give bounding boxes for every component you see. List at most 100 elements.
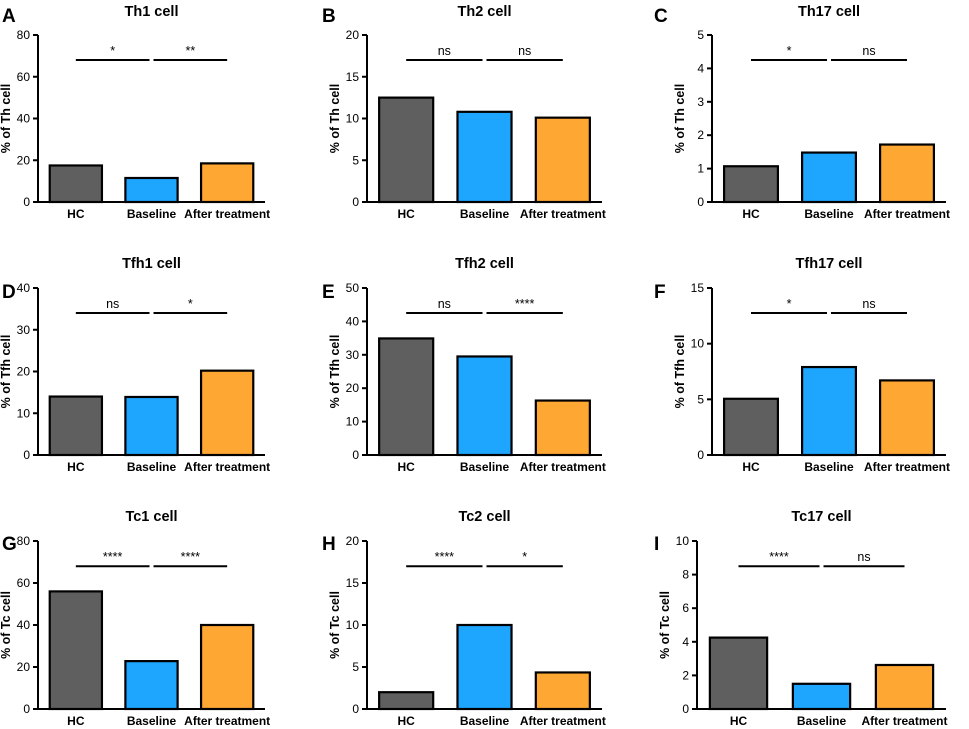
y-axis-label: % of Tc cell [0,591,13,659]
x-tick-label: HC [397,714,415,728]
x-tick-label: Baseline [127,460,177,474]
significance-label: ns [106,297,119,311]
y-tick-label: 1 [697,162,704,176]
y-axis-label: % of Tfh cell [0,335,13,409]
significance-label: * [787,297,792,311]
y-tick-label: 0 [682,702,689,716]
bar-hc [378,691,435,711]
y-tick-label: 40 [17,618,31,632]
y-tick-label: 10 [346,112,360,126]
bar-hc [722,397,780,457]
y-tick-label: 0 [697,195,704,209]
bar-baseline [124,176,179,204]
bar-hc [48,590,104,711]
y-tick-label: 0 [23,702,30,716]
chart-title: Th2 cell [458,4,512,20]
bar-after-treatment [534,399,591,457]
x-tick-label: After treatment [520,460,606,474]
panel-i: I Tc17 cell % of Tc cell 0 2 4 6 8 10 HC Baseline A… [654,509,948,728]
panel-a: A Th1 cell % of Th cell 0 20 40 60 80 HC Baseline… [0,4,270,221]
panel-b: B Th2 cell % of Th cell 0 5 10 15 20 HC Baseline A… [322,4,606,221]
y-tick-label: 10 [676,534,690,548]
significance-label: ns [438,297,451,311]
panel-letter: D [2,282,16,303]
y-tick-label: 4 [682,635,689,649]
y-tick-label: 2 [697,128,704,142]
y-tick-label: 0 [23,448,30,462]
y-tick-label: 20 [346,534,360,548]
y-tick-label: 30 [346,348,360,362]
y-tick-label: 80 [17,534,31,548]
chart-title: Tfh1 cell [122,256,181,272]
y-tick-label: 6 [682,601,689,615]
x-tick-label: HC [67,207,85,221]
y-axis-label: % of Th cell [328,84,342,153]
bar-after-treatment [534,671,591,711]
x-tick-label: HC [397,460,415,474]
y-tick-label: 15 [346,70,360,84]
x-tick-label: After treatment [520,714,606,728]
y-tick-label: 40 [17,112,31,126]
y-tick-label: 8 [682,568,689,582]
bar-after-treatment [878,379,936,457]
bar-hc [708,636,769,711]
bar-after-treatment [878,143,936,204]
y-axis-label: % of Th cell [673,84,687,153]
bar-hc [48,395,104,457]
panel-letter: C [654,6,668,27]
x-tick-label: HC [742,460,760,474]
y-tick-label: 5 [352,153,359,167]
panel-letter: H [322,534,336,555]
bar-baseline [800,151,858,204]
panel-h: H Tc2 cell % of Tc cell 0 5 10 15 20 HC Baseline A… [322,509,606,728]
y-tick-label: 2 [682,668,689,682]
y-tick-label: 20 [346,381,360,395]
chart-title: Tc17 cell [791,509,851,525]
x-tick-label: HC [397,207,415,221]
bar-hc [48,164,104,204]
x-tick-label: After treatment [184,714,270,728]
bar-after-treatment [874,663,935,711]
bar-hc [378,96,435,204]
x-tick-label: After treatment [520,207,606,221]
y-tick-label: 30 [17,323,31,337]
x-tick-label: Baseline [804,207,854,221]
x-tick-label: After treatment [184,460,270,474]
bar-after-treatment [199,623,255,711]
panel-letter: I [654,534,659,555]
y-tick-label: 20 [17,365,31,379]
bar-hc [722,165,780,204]
y-tick-label: 0 [352,448,359,462]
x-tick-label: Baseline [127,207,177,221]
bar-after-treatment [534,116,591,204]
y-axis-label: % of Tfh cell [328,335,342,409]
panel-letter: F [654,282,666,303]
y-tick-label: 0 [697,448,704,462]
panel-e: E Tfh2 cell % of Tfh cell 0 10 20 30 40 50 HC Base… [322,256,606,474]
y-tick-label: 20 [17,660,31,674]
panel-letter: A [2,6,16,27]
x-tick-label: HC [67,714,85,728]
y-tick-label: 0 [352,702,359,716]
x-tick-label: Baseline [797,714,847,728]
significance-label: ns [438,44,451,58]
panel-c: C Th17 cell % of Th cell 0 1 2 3 4 5 HC Baseline Af… [654,4,950,221]
y-tick-label: 50 [346,281,360,295]
bar-after-treatment [199,369,255,457]
panel-letter: G [2,534,17,555]
y-axis-label: % of Tc cell [328,591,342,659]
y-tick-label: 60 [17,576,31,590]
y-tick-label: 10 [346,415,360,429]
x-tick-label: After treatment [184,207,270,221]
significance-label: ns [862,44,875,58]
y-tick-label: 5 [352,660,359,674]
y-tick-label: 5 [697,392,704,406]
y-tick-label: 15 [346,576,360,590]
bar-after-treatment [199,162,255,204]
y-tick-label: 3 [697,95,704,109]
significance-label: * [110,44,115,58]
significance-label: * [522,550,527,564]
significance-label: **** [103,550,123,564]
y-tick-label: 10 [17,406,31,420]
